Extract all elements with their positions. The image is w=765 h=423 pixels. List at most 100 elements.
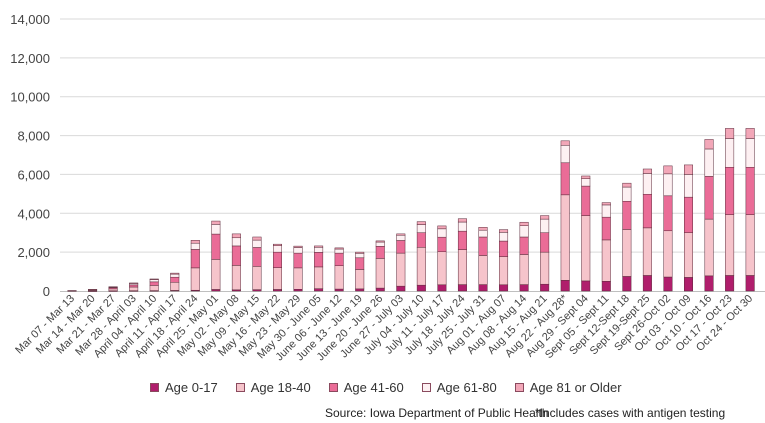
bar-segment [396, 234, 406, 241]
bar-segment [725, 214, 735, 276]
bar-segment [396, 233, 406, 236]
bar-segment [725, 138, 735, 168]
bar-segment [457, 249, 467, 285]
bar-segment [355, 253, 365, 259]
bar-segment [478, 255, 488, 285]
bar-segment [622, 276, 632, 292]
legend-item: Age 0-17 [150, 380, 218, 395]
bar-segment [684, 277, 693, 292]
bar-segment [231, 265, 241, 291]
bar-segment [457, 230, 467, 250]
bar-segment [601, 202, 611, 206]
bar-segment [560, 280, 570, 292]
bar-segment [375, 240, 385, 243]
bar-segment [355, 269, 365, 290]
bar-segment [478, 227, 488, 231]
bar-segment [108, 286, 118, 288]
bar-segment [499, 256, 509, 286]
bar-segment [601, 216, 611, 241]
bar-segment [170, 272, 180, 275]
legend-label: Age 0-17 [165, 379, 218, 395]
bar-segment [355, 288, 365, 292]
bar-segment [540, 232, 550, 253]
bar-segment [273, 267, 282, 290]
bar-segment [416, 221, 426, 225]
bar-segment [129, 284, 139, 288]
bar-segment [560, 162, 570, 196]
bar-segment [190, 240, 200, 244]
legend-label: Age 81 or Older [529, 379, 622, 395]
bar-segment [170, 276, 180, 283]
bar-segment [129, 286, 139, 291]
bar-segment [314, 266, 324, 289]
bar-segment [745, 166, 755, 215]
bar-segment [375, 241, 385, 247]
bar-segment [293, 245, 303, 248]
bar-segment [745, 128, 755, 139]
bar-segment [108, 288, 118, 292]
bar-segment [622, 182, 632, 188]
bar-segment [88, 289, 98, 291]
bar-segment [519, 284, 529, 292]
bar-segment [293, 289, 303, 292]
bar-segment [499, 284, 509, 292]
y-tick-label: 12,000 [10, 51, 50, 66]
bar-segment [149, 281, 159, 286]
y-tick-label: 8,000 [17, 129, 50, 144]
y-axis-tick-labels: 0 2,000 4,000 6,000 8,000 10,000 12,000 14,000 [10, 12, 50, 299]
legend-swatch [514, 382, 524, 392]
y-tick-label: 2,000 [17, 245, 50, 260]
bar-segment [663, 173, 673, 197]
bar-segment [622, 200, 632, 230]
legend-item: Age 18-40 [235, 379, 311, 395]
bar-segment [375, 287, 385, 292]
bar-segment [273, 245, 282, 253]
bar-segment [725, 275, 735, 292]
bar-segment [601, 204, 611, 218]
bar-segment [519, 236, 529, 255]
bar-segment [704, 176, 714, 220]
bar-segment [334, 247, 344, 250]
bar-segment [273, 243, 282, 246]
footnote: *Includes cases with antigen testing [535, 406, 726, 420]
bar-segment [252, 247, 262, 267]
bar-segment [355, 251, 365, 254]
legend-label: Age 61-80 [436, 379, 497, 395]
bar-segment [642, 227, 652, 276]
legend-swatch [235, 382, 245, 392]
bar-segment [581, 185, 591, 216]
bar-segment [704, 218, 714, 277]
bar-segment [684, 164, 693, 175]
bar-segment [663, 276, 673, 292]
stacked-bar-chart: 02,0004,0006,0008,00010,00012,00014,000 … [10, 12, 765, 363]
y-tick-label: 6,000 [17, 167, 50, 182]
bar-segment [396, 285, 406, 292]
bar-segment [211, 220, 221, 225]
legend-item: Age 41-60 [328, 380, 404, 395]
bar-segment [437, 284, 447, 292]
bar-segment [211, 233, 221, 260]
bar-segment [725, 128, 735, 139]
bar-segment [581, 215, 591, 282]
bar-segment [560, 194, 570, 281]
bar-segment [684, 174, 693, 198]
bar-segment [519, 225, 529, 238]
bar-segment [499, 240, 509, 257]
legend-label: Age 18-40 [250, 379, 311, 395]
bar-segment [314, 252, 324, 268]
y-tick-label: 0 [43, 284, 50, 299]
bar-segment [457, 218, 467, 223]
bar-segment [519, 221, 529, 226]
legend-swatch [328, 382, 338, 392]
bar-segment [581, 280, 591, 292]
bar-segment [170, 273, 180, 278]
bar-segment [745, 214, 755, 276]
bar-segment [211, 259, 221, 290]
bar-segment [499, 229, 509, 233]
bar-segment [704, 148, 714, 177]
bar-segment [519, 254, 529, 285]
bar-segment [642, 193, 652, 229]
bar-segment [642, 173, 652, 195]
legend-item: Age 81 or Older [514, 379, 622, 395]
